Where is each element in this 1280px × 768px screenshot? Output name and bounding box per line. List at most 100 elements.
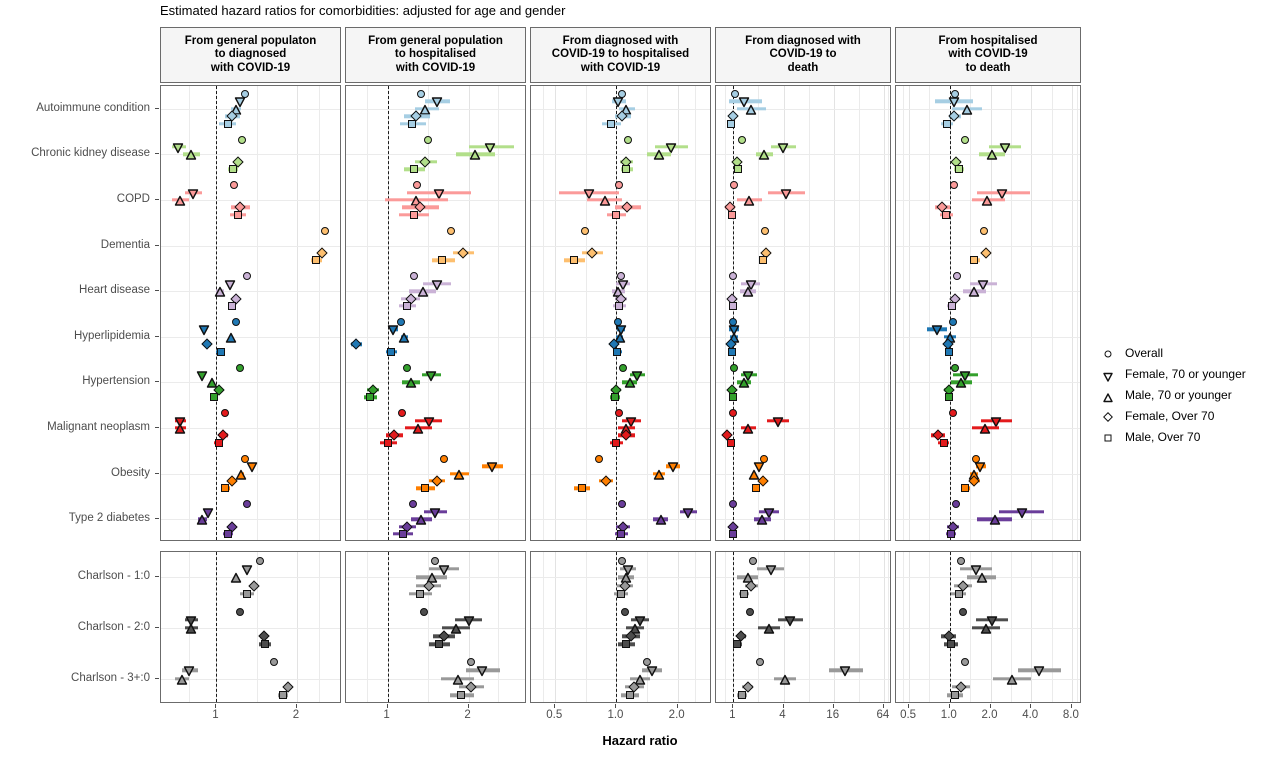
marker-square <box>738 691 747 700</box>
marker-circle <box>419 607 428 616</box>
gridline <box>531 678 710 680</box>
marker-down-triangle <box>665 141 677 154</box>
marker-up-triangle <box>614 331 626 343</box>
gridline <box>833 86 835 540</box>
marker-circle <box>242 272 251 281</box>
marker-up-triangle <box>989 513 1001 525</box>
marker-up-triangle <box>976 571 988 584</box>
legend-symbol-down-triangle <box>1100 366 1116 382</box>
page-title: Estimated hazard ratios for comorbiditie… <box>160 3 566 18</box>
gridline <box>161 154 340 156</box>
marker-up-triangle <box>185 622 197 634</box>
y-axis-label-2: COPD <box>116 193 150 205</box>
marker-square <box>622 640 631 649</box>
panel-header-4: From diagnosed with COVID-19 to death <box>715 27 891 83</box>
gridline <box>366 552 368 702</box>
gridline <box>1051 552 1053 702</box>
marker-down-triangle <box>986 614 998 626</box>
marker-square <box>409 165 418 174</box>
marker-down-triangle <box>241 563 253 576</box>
marker-square <box>727 210 736 219</box>
legend-label-0: Overall <box>1125 346 1164 360</box>
gridline <box>887 86 889 540</box>
y-axis-tick <box>155 472 159 474</box>
marker-down-triangle <box>1103 370 1114 382</box>
marker-circle <box>594 454 603 463</box>
marker-down-triangle <box>622 563 634 576</box>
reference-line <box>733 552 735 702</box>
gridline <box>716 336 890 338</box>
gridline <box>543 552 545 702</box>
marker-circle <box>242 500 251 509</box>
marker-up-triangle <box>1103 391 1114 403</box>
y-axis-label-8: Obesity <box>111 466 150 479</box>
gridline <box>887 552 889 702</box>
gridline <box>296 552 298 702</box>
marker-diamond <box>1103 412 1113 422</box>
marker-square <box>728 302 737 311</box>
marker-up-triangle <box>779 673 791 685</box>
gridline <box>346 519 525 521</box>
legend: Overall Female, 70 or younger Male, 70 o… <box>1100 344 1275 454</box>
gridline <box>346 678 525 680</box>
marker-circle <box>402 363 411 372</box>
reference-line <box>949 86 951 540</box>
legend-item-0: Overall <box>1100 344 1163 362</box>
reference-line <box>616 552 618 702</box>
gridline <box>896 473 1080 475</box>
gridline <box>531 245 710 247</box>
gridline <box>758 86 760 540</box>
gridline <box>1071 552 1073 702</box>
marker-circle <box>615 409 624 418</box>
marker-square <box>961 484 970 493</box>
gridline <box>716 108 890 110</box>
panel-header-label-5: From hospitalised with COVID-19 to death <box>938 34 1038 74</box>
gridline <box>896 291 1080 293</box>
marker-down-triangle <box>583 187 595 199</box>
marker-diamond <box>586 247 598 259</box>
marker-circle <box>269 658 278 667</box>
legend-label-2: Male, 70 or younger <box>1125 388 1232 402</box>
y-axis-tick <box>155 576 159 578</box>
marker-up-triangle <box>653 468 665 480</box>
x-axis-tick <box>782 704 784 708</box>
comorbidity-panel-1 <box>160 85 341 541</box>
marker-circle <box>730 181 739 190</box>
x-axis-title: Hazard ratio <box>602 733 678 748</box>
marker-square <box>570 256 579 265</box>
panel-header-3: From diagnosed with COVID-19 to hospital… <box>530 27 711 83</box>
marker-up-triangle <box>412 422 424 434</box>
marker-circle <box>729 500 738 509</box>
marker-square <box>1104 434 1112 442</box>
marker-down-triangle <box>185 614 197 626</box>
marker-up-triangle <box>756 513 768 525</box>
gridline <box>716 154 890 156</box>
marker-up-triangle <box>748 468 760 480</box>
marker-square <box>438 256 447 265</box>
x-axis-tick <box>948 704 950 708</box>
marker-square <box>613 347 622 356</box>
marker-up-triangle <box>745 103 757 115</box>
marker-down-triangle <box>476 664 488 677</box>
marker-circle <box>580 226 589 235</box>
marker-up-triangle <box>450 622 462 634</box>
marker-square <box>387 347 396 356</box>
marker-up-triangle <box>452 673 464 685</box>
charlson-panel-5 <box>895 551 1081 703</box>
marker-down-triangle <box>484 141 496 154</box>
marker-square <box>402 302 411 311</box>
marker-down-triangle <box>431 95 443 108</box>
gridline <box>716 245 890 247</box>
marker-circle <box>238 135 247 144</box>
gridline <box>1031 552 1033 702</box>
gridline <box>724 552 726 702</box>
x-axis-tick <box>554 704 556 708</box>
gridline <box>161 519 340 521</box>
marker-down-triangle <box>745 278 757 290</box>
marker-square <box>233 210 242 219</box>
marker-square <box>610 393 619 402</box>
marker-circle <box>446 226 455 235</box>
marker-up-triangle <box>176 673 188 685</box>
charlson-panel-4 <box>715 551 891 703</box>
marker-square <box>416 589 425 598</box>
